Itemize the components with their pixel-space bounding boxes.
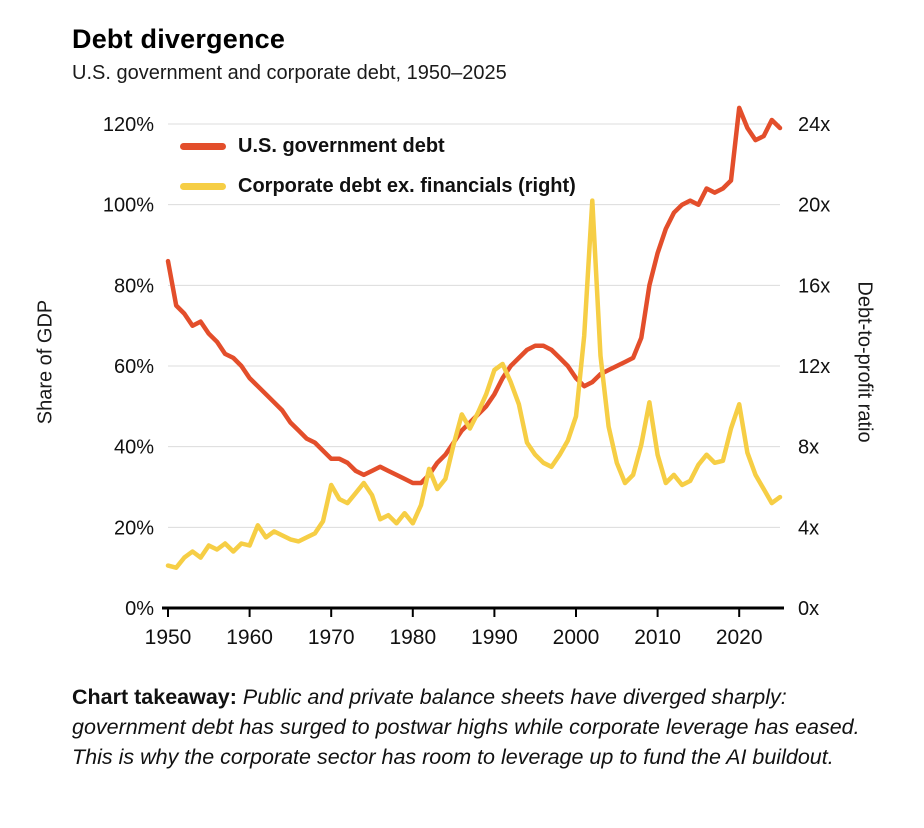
svg-text:1990: 1990 [471,626,518,649]
chart-subtitle: U.S. government and corporate debt, 1950… [72,62,507,84]
legend-swatch-government [180,142,226,150]
svg-text:24x: 24x [798,114,830,136]
svg-text:1950: 1950 [145,626,192,649]
svg-text:0x: 0x [798,598,819,620]
svg-text:120%: 120% [103,114,154,136]
svg-text:2020: 2020 [716,626,763,649]
takeaway-text: Public and private balance sheets have d… [72,684,860,769]
chart-takeaway: Chart takeaway: Public and private balan… [72,682,880,772]
svg-text:1970: 1970 [308,626,355,649]
svg-text:8x: 8x [798,437,819,459]
legend-label-corporate: Corporate debt ex. financials (right) [238,174,576,197]
legend-swatch-corporate [180,182,226,190]
svg-text:2000: 2000 [553,626,600,649]
legend-item-corporate: Corporate debt ex. financials (right) [180,172,576,200]
chart-title: Debt divergence [72,24,286,54]
svg-text:1980: 1980 [389,626,436,649]
svg-text:16x: 16x [798,275,830,297]
chart-legend: U.S. government debt Corporate debt ex. … [180,132,576,200]
svg-text:1960: 1960 [226,626,273,649]
svg-text:40%: 40% [114,437,154,459]
svg-text:2010: 2010 [634,626,681,649]
svg-text:20x: 20x [798,195,830,217]
takeaway-lead: Chart takeaway: [72,684,237,709]
legend-label-government: U.S. government debt [238,134,445,157]
svg-text:0%: 0% [125,598,154,620]
svg-text:12x: 12x [798,356,830,378]
svg-text:20%: 20% [114,517,154,539]
svg-text:60%: 60% [114,356,154,378]
svg-text:4x: 4x [798,517,819,539]
svg-text:80%: 80% [114,275,154,297]
chart-svg: 0% 20% 40% 60% 80% 100% 120% 0x 4x 8x 12x 16x 20x 24x… [103,105,830,649]
legend-item-government: U.S. government debt [180,132,576,160]
svg-text:100%: 100% [103,195,154,217]
